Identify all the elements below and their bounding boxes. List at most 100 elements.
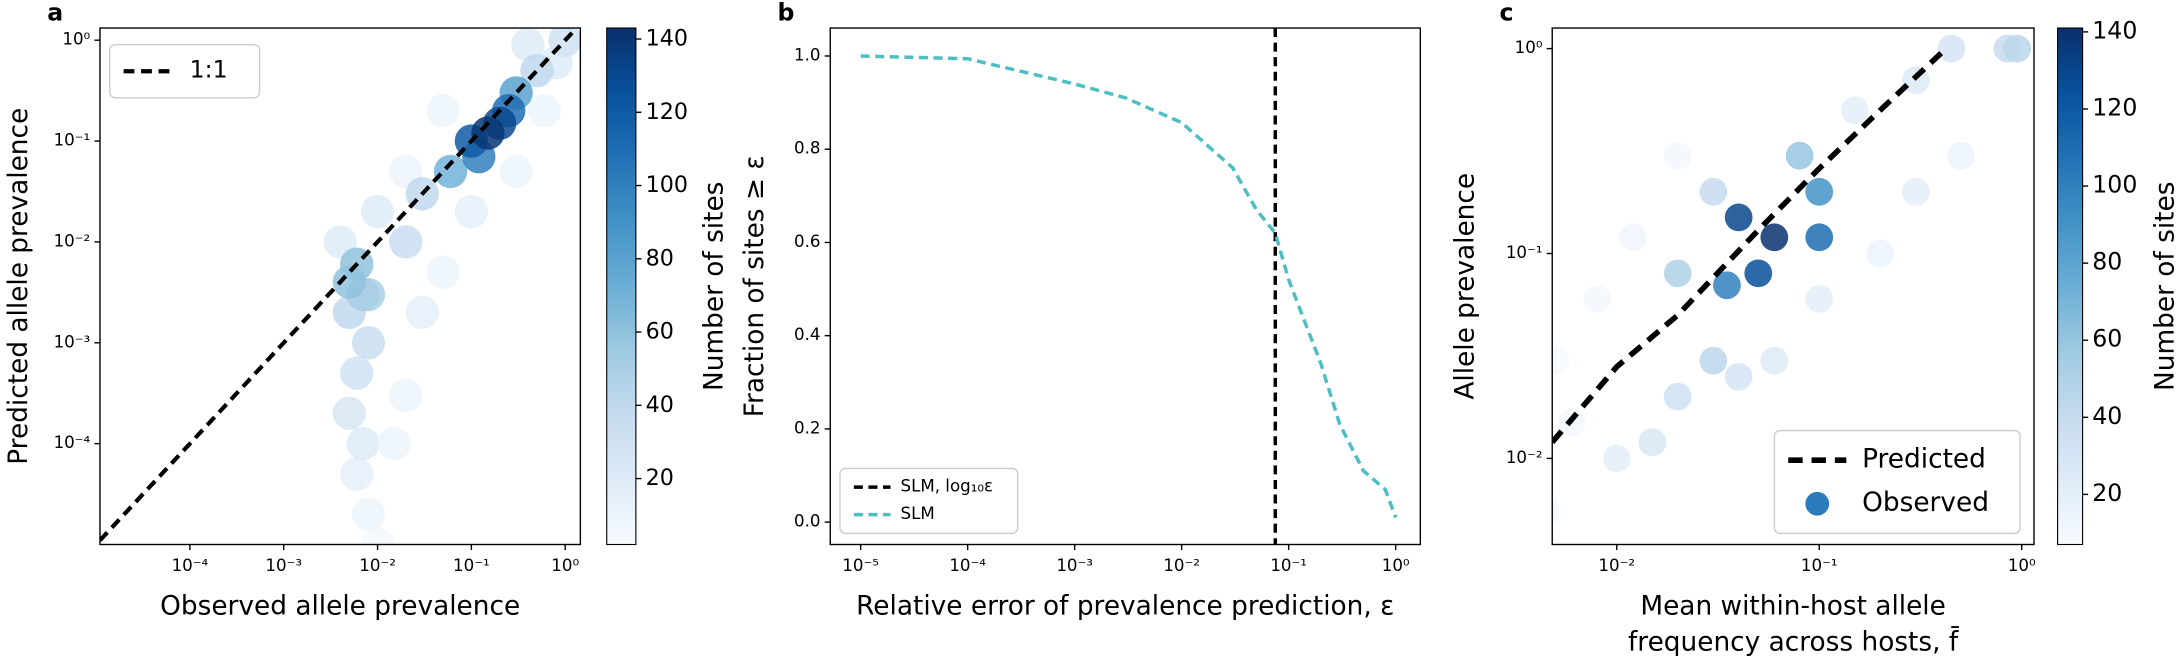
y-tick-label: 0.4 xyxy=(794,325,820,344)
x-axis-label: Mean within-host allele xyxy=(1640,591,1946,621)
y-tick-label: 10⁰ xyxy=(1515,38,1543,57)
colorbar-tick-label: 120 xyxy=(646,99,688,125)
scatter-point xyxy=(1663,141,1692,170)
y-tick-label: 0.0 xyxy=(794,512,820,531)
legend-label: 1:1 xyxy=(190,56,228,84)
x-axis-label: Observed allele prevalence xyxy=(160,591,520,621)
colorbar-tick-label: 100 xyxy=(646,172,688,198)
scatter-point xyxy=(351,497,386,531)
scatter-point xyxy=(1638,428,1667,457)
plot-area xyxy=(1552,34,2032,525)
scatter-point xyxy=(499,154,533,189)
colorbar-tick-label: 20 xyxy=(2092,479,2122,507)
series-line xyxy=(99,28,579,542)
colorbar-tick-label: 20 xyxy=(646,465,674,491)
axes-frame xyxy=(829,27,1422,546)
panel-label: a xyxy=(47,0,63,27)
colorbar xyxy=(606,27,637,546)
series-line xyxy=(860,54,1398,519)
x-tick-label: 10⁻¹ xyxy=(453,556,490,575)
scatter-point xyxy=(1618,223,1647,252)
colorbar-tick-label: 140 xyxy=(2092,16,2137,44)
legend-label: Observed xyxy=(1862,488,1989,518)
y-tick-label: 10⁻⁴ xyxy=(54,433,91,452)
legend-label: SLM, log₁₀ε xyxy=(901,477,994,496)
scatter-point xyxy=(351,326,386,360)
scatter-point xyxy=(1724,362,1753,391)
colorbar-tick-label: 60 xyxy=(646,319,674,345)
scatter-point xyxy=(1663,259,1692,288)
scatter-point xyxy=(360,194,395,229)
y-tick-label: 10⁻² xyxy=(1506,448,1543,467)
scatter-point xyxy=(1552,346,1570,375)
scatter-point xyxy=(1663,382,1692,411)
colorbar-tick-label: 140 xyxy=(646,26,688,52)
x-tick-label: 10⁻¹ xyxy=(1270,556,1307,575)
scatter-point xyxy=(1805,285,1834,313)
scatter-point xyxy=(1760,223,1789,252)
scatter-point xyxy=(511,28,545,62)
y-tick-label: 10⁻² xyxy=(54,231,91,250)
plot-area xyxy=(99,28,581,545)
legend-box xyxy=(839,467,1019,535)
scatter-point xyxy=(346,426,380,461)
legend-box xyxy=(1773,429,2021,535)
x-tick-label: 10⁻³ xyxy=(1056,556,1093,575)
y-axis-label: Allele prevalence xyxy=(1451,173,1481,400)
scatter-point xyxy=(1744,259,1773,288)
scatter-point xyxy=(332,265,366,299)
colorbar xyxy=(2057,27,2084,546)
x-tick-label: 10⁻⁴ xyxy=(172,556,209,575)
y-tick-label: 10⁰ xyxy=(62,30,90,49)
x-axis-label: frequency across hosts, f̄ xyxy=(1628,626,1960,658)
panel-label: b xyxy=(778,0,795,27)
x-tick-label: 10⁻² xyxy=(1163,556,1200,575)
x-tick-label: 10⁻³ xyxy=(265,556,302,575)
y-tick-label: 1.0 xyxy=(794,45,820,64)
y-tick-label: 0.2 xyxy=(794,418,820,437)
colorbar-tick-label: 60 xyxy=(2092,325,2122,353)
scatter-point xyxy=(389,378,423,413)
x-axis-label: Relative error of prevalence prediction,… xyxy=(856,591,1394,621)
colorbar-label: Number of sites xyxy=(2150,182,2177,391)
scatter-point xyxy=(360,527,395,545)
series-line xyxy=(1552,51,1944,444)
scatter-point xyxy=(1866,239,1895,268)
legend-label: SLM xyxy=(901,504,935,523)
colorbar-tick-label: 80 xyxy=(2092,248,2122,276)
scatter-point xyxy=(1602,444,1631,473)
y-tick-label: 10⁻¹ xyxy=(54,131,91,150)
x-tick-label: 10⁻² xyxy=(1598,556,1635,575)
scatter-point xyxy=(426,255,460,289)
scatter-point xyxy=(1552,498,1561,525)
scatter-point xyxy=(1699,346,1728,375)
scatter-point xyxy=(1805,223,1834,252)
y-tick-label: 0.8 xyxy=(794,139,820,158)
scatter-point xyxy=(1841,96,1869,125)
scatter-point xyxy=(527,94,562,128)
colorbar-tick-label: 80 xyxy=(646,245,674,271)
scatter-point xyxy=(377,426,411,461)
colorbar-tick-label: 40 xyxy=(2092,402,2122,430)
scatter-point xyxy=(340,457,374,491)
scatter-point xyxy=(1760,346,1789,375)
colorbar-tick-label: 100 xyxy=(2092,171,2137,199)
x-tick-label: 10⁰ xyxy=(1382,556,1410,575)
scatter-point xyxy=(471,116,505,150)
colorbar-label: Number of sites xyxy=(700,182,730,391)
scatter-point xyxy=(1713,271,1741,300)
scatter-point xyxy=(2003,34,2032,63)
y-tick-label: 0.6 xyxy=(794,232,820,251)
legend-label: Predicted xyxy=(1862,445,1986,475)
axes-frame xyxy=(99,27,582,546)
scatter-point xyxy=(1805,177,1834,206)
scatter-point xyxy=(405,295,439,330)
plot-area xyxy=(860,28,1398,545)
scatter-point xyxy=(1901,177,1930,206)
scatter-point xyxy=(340,356,374,390)
y-axis-label: Fraction of sites ≥ ε xyxy=(740,155,770,417)
legend-marker xyxy=(1805,491,1830,516)
y-axis-label: Predicted allele prevalence xyxy=(4,108,34,465)
